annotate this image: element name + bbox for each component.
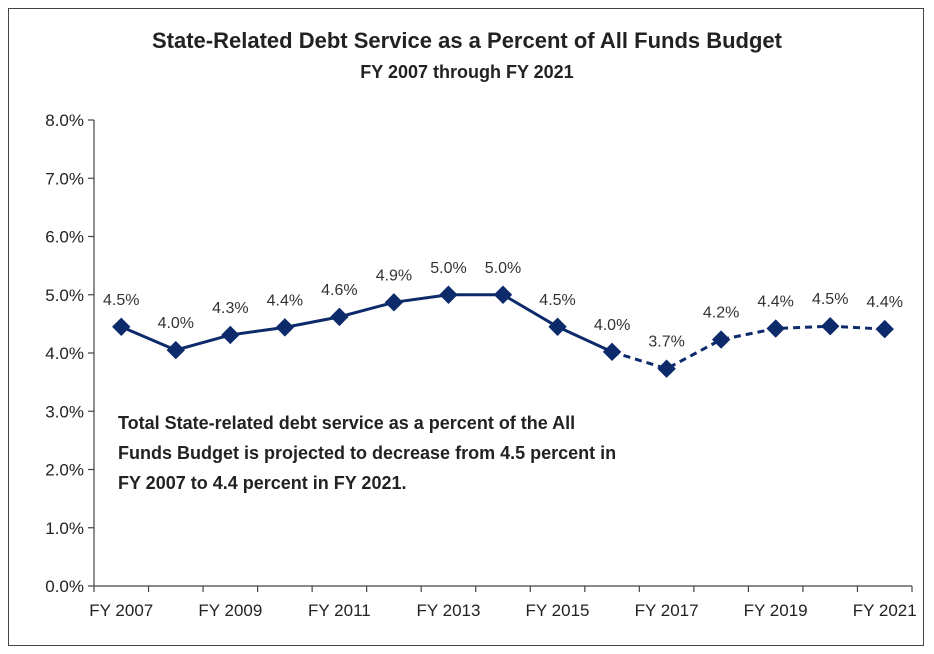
data-label: 4.0% <box>594 317 630 334</box>
data-label: 5.0% <box>430 260 466 277</box>
x-axis: FY 2007 FY 2009 FY 2011 FY 2013 FY 2015 FY 20… <box>89 585 917 620</box>
x-tick-label: FY 2009 <box>198 601 262 620</box>
data-point-marker <box>166 340 186 360</box>
y-tick-label: 7.0% <box>45 169 84 188</box>
data-point-marker <box>820 316 840 336</box>
annotation-text: Total State-related debt service as a pe… <box>118 413 617 493</box>
y-tick-label: 5.0% <box>45 286 84 305</box>
data-label: 4.0% <box>158 315 194 332</box>
y-tick-label: 1.0% <box>45 519 84 538</box>
y-axis: 0.0% 1.0% 2.0% 3.0% 4.0% 5.0% 6.0% 7.0% 8.0% <box>45 111 95 596</box>
data-point-marker <box>875 319 894 339</box>
data-point-marker <box>439 285 458 304</box>
y-tick-label: 3.0% <box>45 402 84 421</box>
y-tick-label: 6.0% <box>45 228 84 247</box>
series-line-projected <box>611 324 885 371</box>
data-point-marker <box>657 359 676 378</box>
chart-subtitle: FY 2007 through FY 2021 <box>360 62 574 82</box>
data-point-marker <box>112 317 131 336</box>
x-tick-label: FY 2015 <box>526 601 590 620</box>
data-point-marker <box>602 342 622 362</box>
series-line-actual <box>120 293 613 354</box>
data-point-marker <box>221 325 240 345</box>
data-label: 4.9% <box>376 267 412 284</box>
x-tick-label: FY 2007 <box>89 601 153 620</box>
y-tick-label: 2.0% <box>45 461 84 480</box>
series-markers <box>112 285 894 378</box>
data-label: 4.5% <box>103 292 139 309</box>
data-point-marker <box>766 319 785 338</box>
x-tick-label: FY 2017 <box>635 601 699 620</box>
x-tick-label: FY 2019 <box>744 601 808 620</box>
data-label: 4.4% <box>267 292 303 309</box>
data-point-marker <box>548 317 567 336</box>
x-tick-label: FY 2011 <box>308 601 371 620</box>
data-label: 3.7% <box>648 334 684 351</box>
x-tick-label: FY 2021 <box>853 601 917 620</box>
data-labels: 4.5% 4.0% 4.3% 4.4% 4.6% 4.9% 5.0% 5.0% 4.5% 4.0%… <box>103 260 903 351</box>
data-label: 4.5% <box>812 291 848 308</box>
data-label: 4.5% <box>539 292 575 309</box>
y-tick-label: 0.0% <box>45 577 84 596</box>
data-point-marker <box>384 293 404 312</box>
data-label: 4.3% <box>212 300 248 317</box>
data-point-marker <box>275 318 295 337</box>
data-label: 5.0% <box>485 260 521 277</box>
series-lines <box>120 293 885 371</box>
data-label: 4.4% <box>757 294 793 311</box>
y-tick-label: 4.0% <box>45 344 84 363</box>
data-point-marker <box>493 285 513 304</box>
x-tick-label: FY 2013 <box>416 601 480 620</box>
chart-title: State-Related Debt Service as a Percent … <box>151 28 782 53</box>
data-point-marker <box>711 330 731 349</box>
data-label: 4.4% <box>866 294 902 311</box>
y-tick-label: 8.0% <box>45 111 84 130</box>
data-point-marker <box>330 307 349 327</box>
data-label: 4.6% <box>321 282 357 299</box>
data-label: 4.2% <box>703 305 739 322</box>
